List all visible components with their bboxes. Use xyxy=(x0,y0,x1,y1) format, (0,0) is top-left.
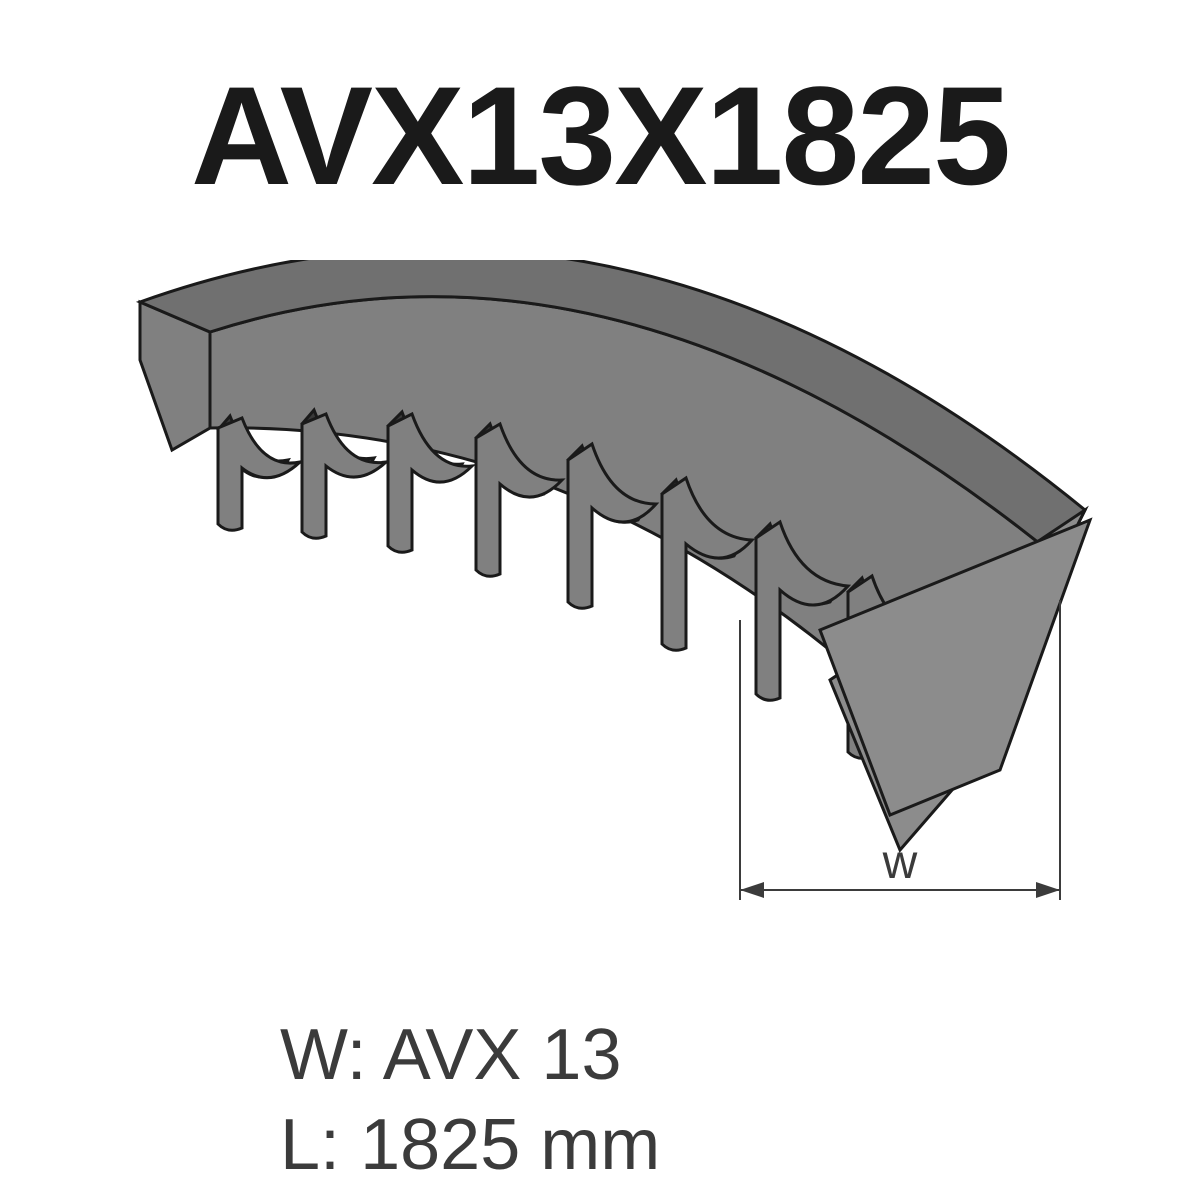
spec-length-row: L: 1825 mm xyxy=(280,1100,660,1190)
spec-length-label: L: xyxy=(280,1105,340,1185)
spec-block: W: AVX 13 L: 1825 mm xyxy=(280,1010,660,1190)
dim-arrow-right xyxy=(1036,882,1060,898)
spec-width-value: AVX 13 xyxy=(383,1015,622,1095)
dim-symbol: w xyxy=(882,836,918,889)
dim-arrow-left xyxy=(740,882,764,898)
part-number-title: AVX13X1825 xyxy=(0,55,1200,217)
diagram-stage: AVX13X1825 xyxy=(0,0,1200,1200)
spec-length-value: 1825 mm xyxy=(360,1105,660,1185)
width-dimension: w xyxy=(700,600,1120,980)
spec-width-row: W: AVX 13 xyxy=(280,1010,660,1100)
spec-width-label: W: xyxy=(280,1015,367,1095)
